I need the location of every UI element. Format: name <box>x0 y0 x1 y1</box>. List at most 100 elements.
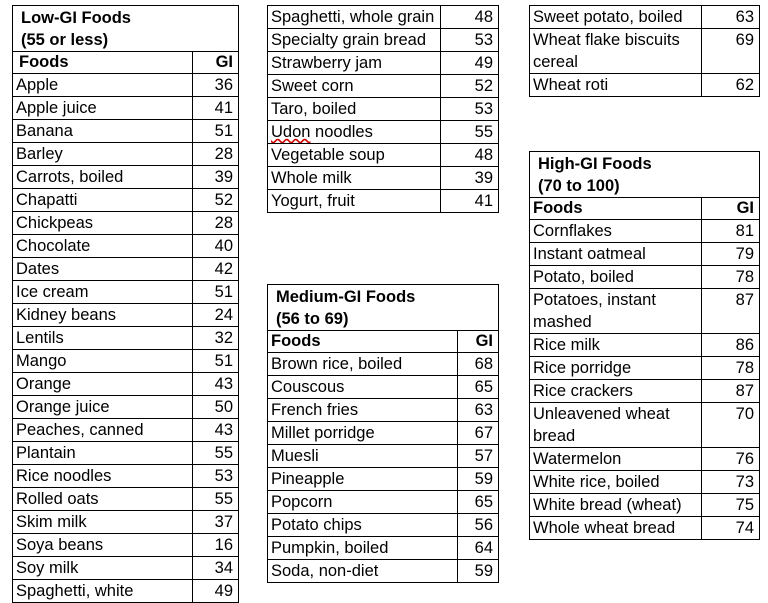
food-name-cell: Cornflakes <box>529 219 702 243</box>
table-row: Apple juice 41 <box>12 96 240 120</box>
food-name-cell: Unleavened wheat bread <box>529 402 702 448</box>
table-row: Sweet corn 52 <box>267 74 499 98</box>
column-header-gi: GI <box>191 51 240 74</box>
gi-value-cell: 59 <box>456 467 500 491</box>
table-row: Rolled oats 55 <box>12 487 240 511</box>
table-row: Banana 51 <box>12 119 240 143</box>
food-name-cell: White rice, boiled <box>529 470 702 494</box>
food-name-cell: Chapatti <box>12 188 193 212</box>
food-name-cell: Millet porridge <box>267 421 458 445</box>
table-title-line1: Medium-GI Foods <box>276 288 416 306</box>
table-row: Spaghetti, white 49 <box>12 579 240 603</box>
table-row: Spaghetti, whole grain 48 <box>267 5 499 29</box>
food-name-cell: White bread (wheat) <box>529 493 702 517</box>
food-name-cell: Skim milk <box>12 510 193 534</box>
gi-value-cell: 55 <box>191 441 240 465</box>
table-row: Rice porridge 78 <box>529 356 760 380</box>
column-header-gi: GI <box>456 330 500 353</box>
column-header-row: Foods GI <box>267 330 500 353</box>
gi-value-cell: 87 <box>701 288 760 334</box>
table-row: Udon noodles 55 <box>267 120 499 144</box>
table-row: Wheat flake biscuits cereal 69 <box>529 28 760 74</box>
gi-value-cell: 42 <box>191 257 240 281</box>
gi-value-cell: 57 <box>456 444 500 468</box>
table-row: Apple 36 <box>12 73 240 97</box>
gi-value-cell: 75 <box>701 493 760 517</box>
food-name-cell: Rolled oats <box>12 487 193 511</box>
column-header-row: Foods GI <box>12 51 240 74</box>
food-name-cell: Orange <box>12 372 193 396</box>
table-title-line2: (56 to 69) <box>276 310 349 328</box>
table-row: Wheat roti 62 <box>529 73 760 97</box>
table-row: White bread (wheat) 75 <box>529 493 760 517</box>
gi-value-cell: 65 <box>456 375 500 399</box>
table-row: Soy milk 34 <box>12 556 240 580</box>
table-row: Sweet potato, boiled 63 <box>529 5 760 29</box>
food-name-cell: Whole wheat bread <box>529 516 702 540</box>
food-name-cell: Yogurt, fruit <box>267 189 441 213</box>
gi-value-cell: 76 <box>701 447 760 471</box>
gi-value-cell: 37 <box>191 510 240 534</box>
table-row: Millet porridge 67 <box>267 421 500 445</box>
gi-value-cell: 63 <box>701 5 760 29</box>
food-name-cell: Rice crackers <box>529 379 702 403</box>
gi-value-cell: 51 <box>191 280 240 304</box>
table-row: Potatoes, instant mashed 87 <box>529 288 760 334</box>
table-row: Unleavened wheat bread 70 <box>529 402 760 448</box>
gi-value-cell: 49 <box>191 579 240 603</box>
table-row: Soda, non-diet 59 <box>267 559 500 583</box>
medium-gi-table: Medium-GI Foods (56 to 69) Foods GI Brow… <box>266 284 500 583</box>
food-name-cell: Couscous <box>267 375 458 399</box>
food-name-cell: Watermelon <box>529 447 702 471</box>
table-row: Plantain 55 <box>12 441 240 465</box>
food-name-cell: Soy milk <box>12 556 193 580</box>
food-name-cell: Potatoes, instant mashed <box>529 288 702 334</box>
table-row: Rice noodles 53 <box>12 464 240 488</box>
gi-value-cell: 59 <box>456 559 500 583</box>
table-row: Kidney beans 24 <box>12 303 240 327</box>
gi-value-cell: 32 <box>191 326 240 350</box>
gi-value-cell: 51 <box>191 119 240 143</box>
food-name-cell: Taro, boiled <box>267 97 441 121</box>
gi-value-cell: 51 <box>191 349 240 373</box>
food-name-cell: Udon noodles <box>267 120 441 144</box>
food-name-cell: Dates <box>12 257 193 281</box>
food-name-cell: Vegetable soup <box>267 143 441 167</box>
table-row: French fries 63 <box>267 398 500 422</box>
food-name-cell: Instant oatmeal <box>529 242 702 266</box>
table-row: Popcorn 65 <box>267 490 500 514</box>
low-gi-table: Low-GI Foods (55 or less) Foods GI Apple… <box>11 5 240 603</box>
table-row: Whole milk 39 <box>267 166 499 190</box>
gi-value-cell: 53 <box>440 97 499 121</box>
food-name-cell: French fries <box>267 398 458 422</box>
high-gi-table: High-GI Foods (70 to 100) Foods GI Cornf… <box>529 151 760 540</box>
table-title-line2: (55 or less) <box>21 31 109 49</box>
food-name-cell: Potato chips <box>267 513 458 537</box>
medium-gi-table-continued: Sweet potato, boiled 63 Wheat flake biscui… <box>529 5 760 97</box>
gi-value-cell: 36 <box>191 73 240 97</box>
column-header-row: Foods GI <box>529 197 760 220</box>
table-row: Cornflakes 81 <box>529 219 760 243</box>
table-row: Orange 43 <box>12 372 240 396</box>
food-name-cell: Sweet corn <box>267 74 441 98</box>
table-row: Strawberry jam 49 <box>267 51 499 75</box>
food-name-cell: Chickpeas <box>12 211 193 235</box>
table-row: Lentils 32 <box>12 326 240 350</box>
food-name-cell: Chocolate <box>12 234 193 258</box>
food-name-cell: Potato, boiled <box>529 265 702 289</box>
food-name-cell: Muesli <box>267 444 458 468</box>
food-name-cell: Plantain <box>12 441 193 465</box>
food-name-cell: Strawberry jam <box>267 51 441 75</box>
food-name-cell: Barley <box>12 142 193 166</box>
column-header-foods: Foods <box>529 197 702 220</box>
gi-value-cell: 67 <box>456 421 500 445</box>
table-row: Orange juice 50 <box>12 395 240 419</box>
gi-value-cell: 55 <box>191 487 240 511</box>
gi-value-cell: 48 <box>440 143 499 167</box>
food-name-cell: Soda, non-diet <box>267 559 458 583</box>
table-row: Instant oatmeal 79 <box>529 242 760 266</box>
food-name-cell: Popcorn <box>267 490 458 514</box>
food-name-cell: Rice porridge <box>529 356 702 380</box>
food-name-cell: Apple <box>12 73 193 97</box>
table-row: Chapatti 52 <box>12 188 240 212</box>
